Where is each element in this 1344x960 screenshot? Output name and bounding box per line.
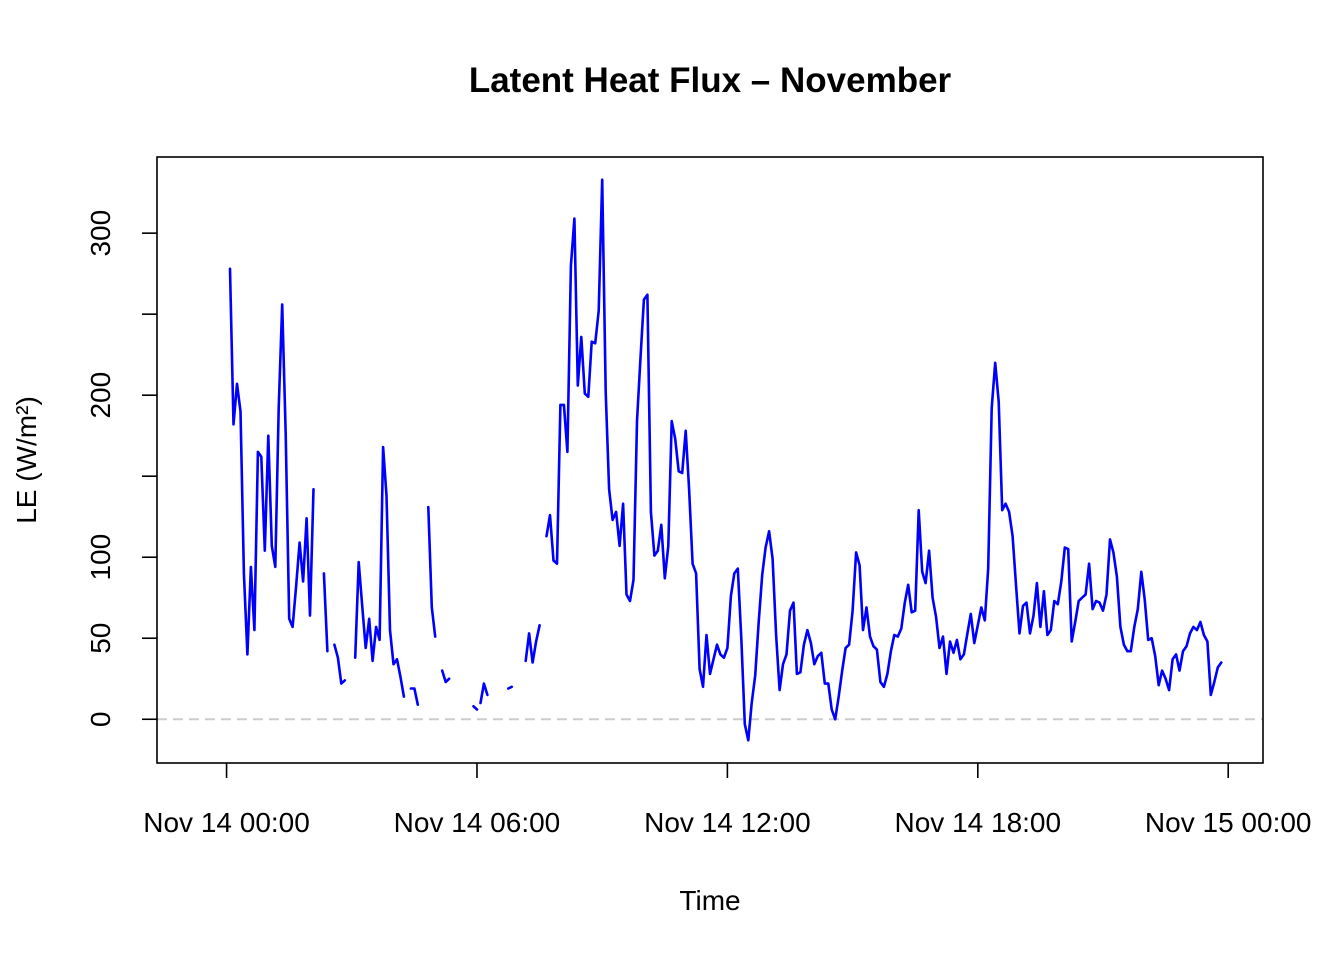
x-tick-label: Nov 14 12:00 (644, 807, 811, 838)
series-line-segment (545, 178, 1223, 742)
plot-frame (156, 156, 1264, 764)
y-tick-label: 0 (85, 712, 116, 728)
series-line-segment (333, 643, 347, 685)
plot-area: Nov 14 00:00 Nov 14 06:00 Nov 14 12:00 Nov … (85, 156, 1312, 838)
y-tick-label: 100 (85, 534, 116, 581)
y-tick-label: 50 (85, 623, 116, 654)
series-line-segment (472, 704, 479, 711)
series-line-segment (524, 623, 541, 664)
y-axis-label: LE (W/m²) (11, 396, 42, 524)
series-line-segment (479, 682, 489, 705)
x-tick-label: Nov 14 06:00 (394, 807, 561, 838)
x-tick-label: Nov 15 00:00 (1145, 807, 1312, 838)
series-line-segment (322, 572, 329, 653)
series-line-segment (506, 685, 514, 690)
series-line-segment (440, 669, 451, 684)
series-line-segment (409, 687, 420, 707)
series-line-segment (228, 267, 315, 656)
chart-title: Latent Heat Flux – November (469, 61, 952, 100)
y-tick-label: 200 (85, 372, 116, 419)
x-tick-label: Nov 14 00:00 (143, 807, 310, 838)
x-axis-label: Time (679, 885, 740, 916)
series-line-segment (353, 445, 406, 698)
series-line-segment (426, 505, 437, 638)
y-tick-label: 300 (85, 210, 116, 257)
x-tick-label: Nov 14 18:00 (895, 807, 1062, 838)
